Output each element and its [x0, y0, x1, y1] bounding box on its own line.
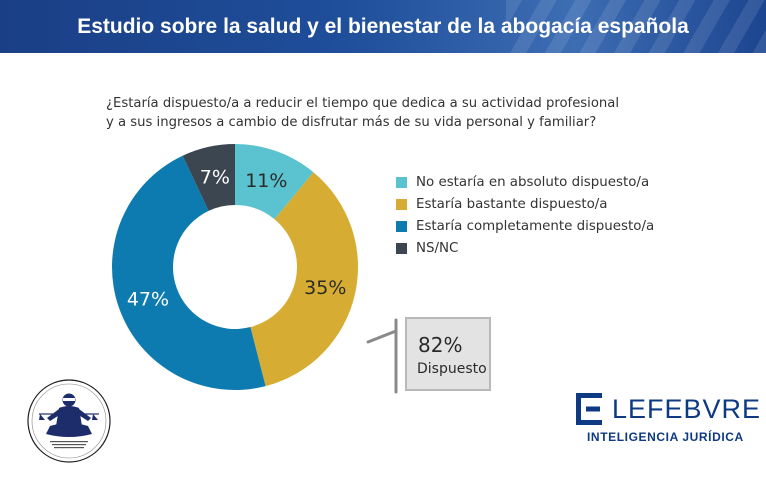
legend-label: No estaría en absoluto dispuesto/a [416, 174, 650, 190]
legend-label: Estaría bastante dispuesto/a [416, 196, 608, 212]
legend-swatch-ns-nc [396, 242, 407, 254]
legend-item: No estaría en absoluto dispuesto/a [396, 171, 654, 193]
legend-item: Estaría bastante dispuesto/a [396, 193, 654, 215]
donut-slice [250, 172, 358, 387]
legend-item: Estaría completamente dispuesto/a [396, 215, 654, 237]
chart-title-line-1: ¿Estaría dispuesto/a a reducir el tiempo… [106, 96, 620, 111]
summary-value: 82% [418, 333, 463, 357]
legend-label: NS/NC [416, 240, 459, 256]
chart-title: ¿Estaría dispuesto/a a reducir el tiempo… [106, 94, 666, 132]
banner-decoration [506, 0, 766, 53]
chart-legend: No estaría en absoluto dispuesto/a Estar… [396, 171, 654, 259]
lefebvre-e-mark-icon [576, 393, 602, 425]
lefebvre-wordmark: LEFEBVRE [612, 394, 762, 424]
legend-swatch-quite-willing [396, 198, 407, 210]
donut-slice-label: 7% [200, 167, 230, 189]
legend-item: NS/NC [396, 237, 654, 259]
donut-slice-label: 35% [304, 277, 346, 299]
donut-slice [235, 144, 314, 220]
summary-label: Dispuesto [417, 361, 487, 377]
donut-slice-label: 47% [127, 288, 169, 310]
summary-bracket [366, 318, 398, 394]
donut-slice-label: 11% [245, 170, 287, 192]
lefebvre-tagline: INTELIGENCIA JURÍDICA [587, 430, 744, 444]
legend-swatch-not-willing [396, 176, 407, 188]
chart-title-line-2: y a sus ingresos a cambio de disfrutar m… [106, 115, 597, 130]
donut-slice [182, 144, 235, 211]
legend-swatch-completely-willing [396, 220, 407, 232]
summary-box: 82% Dispuesto [405, 317, 491, 391]
lefebvre-logo: LEFEBVRE INTELIGENCIA JURÍDICA [576, 393, 760, 444]
donut-chart: 11% 35% 47% 7% [112, 144, 358, 390]
donut-slice [112, 155, 266, 390]
meditating-figure-scales-icon [27, 379, 111, 463]
legend-label: Estaría completamente dispuesto/a [416, 218, 655, 234]
header-banner: Estudio sobre la salud y el bienestar de… [0, 0, 766, 53]
page-title: Estudio sobre la salud y el bienestar de… [77, 15, 689, 38]
